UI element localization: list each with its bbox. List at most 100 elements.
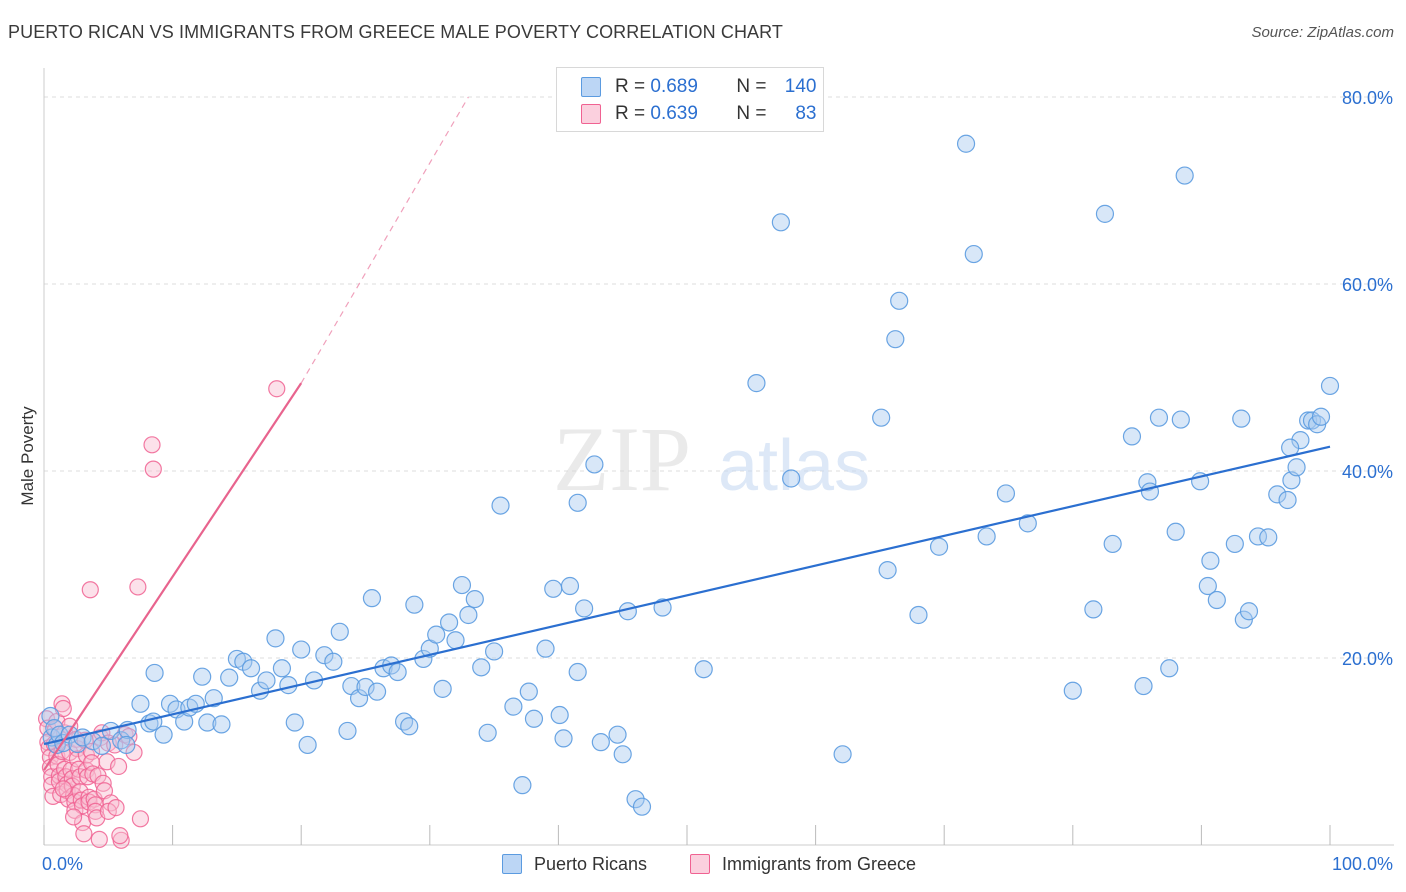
puerto-rican-point xyxy=(117,735,136,755)
n-label: N = xyxy=(736,76,767,97)
legend-swatch-pink xyxy=(690,854,710,874)
puerto-rican-point xyxy=(585,455,604,474)
puerto-rican-point xyxy=(554,729,573,748)
puerto-rican-point xyxy=(1198,576,1217,596)
puerto-rican-point xyxy=(1259,528,1278,547)
puerto-rican-point xyxy=(433,679,452,698)
puerto-rican-point xyxy=(465,589,484,609)
legend-row-greece: R = 0.639 N = 83 xyxy=(581,102,817,126)
legend-swatch-blue xyxy=(581,77,601,97)
puerto-rican-point xyxy=(996,484,1016,503)
puerto-rican-point xyxy=(1084,600,1103,619)
puerto-rican-point xyxy=(266,629,285,648)
greece-point xyxy=(64,808,83,826)
puerto-rican-point xyxy=(315,646,334,665)
n-value: 83 xyxy=(795,103,817,124)
greece-point xyxy=(81,581,99,599)
y-tick-label: 40.0% xyxy=(1342,462,1393,482)
puerto-rican-point xyxy=(909,605,928,625)
puerto-rican-point xyxy=(1232,409,1251,428)
n-value: 140 xyxy=(784,76,817,97)
r-label: R = xyxy=(615,76,646,97)
x-tick-label: 100.0% xyxy=(1332,854,1393,874)
greece-point xyxy=(111,827,129,845)
puerto-rican-point xyxy=(519,682,538,701)
puerto-rican-point xyxy=(257,671,276,690)
puerto-rican-point xyxy=(131,694,150,713)
puerto-rican-point xyxy=(400,717,419,736)
puerto-rican-point xyxy=(544,579,563,598)
greece-point xyxy=(143,436,161,454)
puerto-rican-point xyxy=(1160,659,1179,678)
puerto-rican-point xyxy=(298,735,317,755)
puerto-rican-point xyxy=(362,589,382,608)
puerto-rican-point xyxy=(833,745,852,764)
puerto-rican-point xyxy=(388,662,407,682)
puerto-rican-point xyxy=(536,639,555,658)
puerto-rican-point xyxy=(747,374,766,393)
greece-point xyxy=(125,743,143,762)
puerto-rican-point xyxy=(608,725,627,744)
puerto-rican-point xyxy=(1311,407,1331,426)
axes xyxy=(43,68,1394,846)
puerto-rican-point xyxy=(890,291,909,310)
puerto-rican-point xyxy=(1287,458,1306,477)
puerto-rican-point xyxy=(175,712,194,731)
legend-row-puerto-ricans: R = 0.689 N = 140 xyxy=(581,75,817,99)
puerto-rican-point xyxy=(1095,204,1115,223)
puerto-rican-point xyxy=(220,668,239,687)
puerto-rican-point xyxy=(204,689,223,708)
greece-trend-line xyxy=(43,382,303,771)
puerto-rican-point xyxy=(653,598,672,617)
puerto-rican-point xyxy=(1291,431,1310,450)
puerto-rican-point xyxy=(485,642,504,661)
puerto-rican-point xyxy=(1103,534,1122,554)
puerto-rican-point xyxy=(878,561,897,580)
source-label: Source: ZipAtlas.com xyxy=(1251,24,1394,41)
greece-point xyxy=(129,578,147,596)
puerto-rican-point xyxy=(1166,522,1185,541)
y-tick-label: 60.0% xyxy=(1342,275,1393,295)
puerto-rican-point xyxy=(439,613,459,632)
x-tick-label: 0.0% xyxy=(42,854,83,874)
puerto-rican-point xyxy=(285,713,304,732)
watermark-atlas: atlas xyxy=(718,426,870,506)
y-tick-label: 20.0% xyxy=(1342,649,1393,669)
puerto-rican-point xyxy=(446,631,465,650)
puerto-rican-point xyxy=(524,709,544,728)
puerto-rican-point xyxy=(324,652,343,671)
watermark-zip: ZIP xyxy=(553,408,691,510)
greece-series-points xyxy=(37,380,286,849)
legend-label: Puerto Ricans xyxy=(534,853,648,874)
puerto-rican-point xyxy=(145,663,164,683)
greece-point xyxy=(90,830,108,848)
puerto-rican-point xyxy=(632,797,652,816)
correlation-legend: R = 0.689 N = 140 R = 0.639 N = 83 xyxy=(556,67,824,132)
puerto-rican-point xyxy=(1149,408,1169,427)
puerto-rican-point xyxy=(872,408,891,427)
puerto-rican-point xyxy=(491,496,510,515)
puerto-rican-point xyxy=(1239,602,1259,621)
legend-item-puerto-ricans: Puerto Ricans xyxy=(502,852,647,876)
puerto-rican-point xyxy=(478,723,497,742)
greece-point xyxy=(54,780,72,798)
puerto-rican-point xyxy=(1063,681,1082,700)
puerto-rican-point xyxy=(193,667,212,686)
puerto-rican-point xyxy=(367,682,387,701)
greece-point xyxy=(131,810,150,828)
puerto-rican-point xyxy=(591,733,610,752)
puerto-rican-point xyxy=(1134,676,1153,696)
puerto-rican-point xyxy=(154,725,173,744)
puerto-rican-point xyxy=(929,537,949,556)
n-label: N = xyxy=(736,103,767,124)
puerto-rican-point xyxy=(1207,590,1226,610)
greece-point xyxy=(86,802,105,820)
puerto-rican-point xyxy=(349,689,369,708)
chart-title: PUERTO RICAN VS IMMIGRANTS FROM GREECE M… xyxy=(8,22,784,42)
greece-point xyxy=(268,380,286,398)
puerto-rican-point xyxy=(956,134,976,153)
puerto-rican-point xyxy=(568,662,587,682)
y-axis-label: Male Poverty xyxy=(18,406,37,506)
puerto-rican-point xyxy=(568,493,587,512)
